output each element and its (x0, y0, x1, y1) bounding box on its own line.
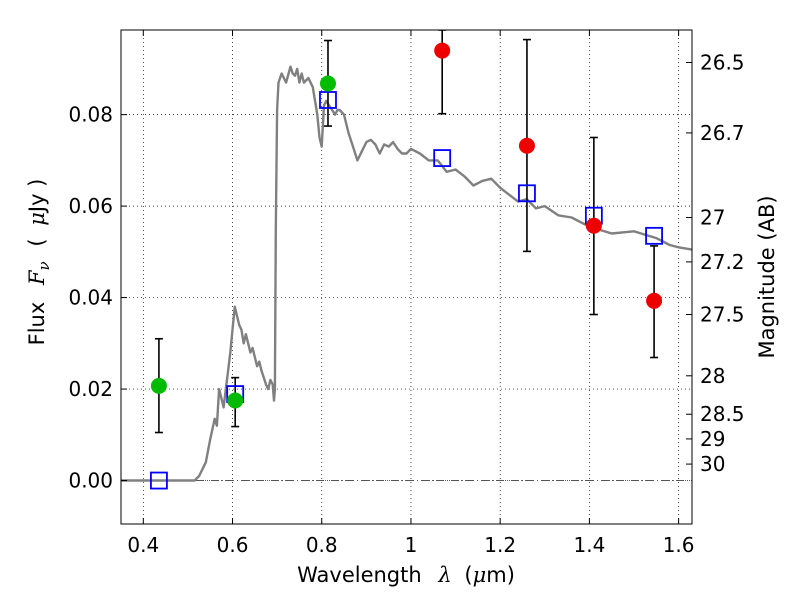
y-label-unit-mu: μ (25, 212, 49, 226)
observed-point (518, 137, 535, 154)
y-tick-label: 0.04 (68, 286, 113, 310)
secondary-y-axis-label: Magnitude (AB) (755, 195, 779, 358)
plot-frame (120, 29, 693, 525)
y-label-symbol: F (25, 269, 49, 286)
y2-tick-label: 27.2 (700, 250, 745, 274)
y2-tick-label: 28.5 (700, 402, 745, 426)
model-photometry-square (319, 91, 337, 109)
model-photometry-square (645, 226, 663, 245)
tick-marks (121, 30, 692, 524)
y-label-subscript: ν (35, 261, 53, 270)
x-label-unit-open: ( (464, 563, 472, 587)
x-tick-label: 0.4 (127, 533, 159, 557)
y-axis-label: Flux Fν ( μJy ) (25, 179, 54, 346)
x-label-symbol: λ (437, 563, 451, 587)
grid (121, 30, 692, 524)
detection-point (319, 75, 336, 92)
x-tick-label: 1.4 (573, 533, 605, 557)
y-label-unit-rest: Jy ) (25, 179, 49, 215)
tick-labels: 0.4 0.6 0.8 1 1.2 1.4 1.6 0.00 0.02 0.04 0.06 0.08 2… (68, 50, 744, 557)
series-layer (121, 30, 692, 490)
y2-tick-label: 26.5 (700, 50, 745, 74)
detection-point (150, 377, 167, 394)
observed-point (646, 292, 663, 309)
model-photometry-square (518, 184, 536, 203)
x-tick-label: 1 (405, 533, 418, 557)
model-photometry-square (150, 471, 168, 490)
x-label-unit-mu: μ (473, 563, 487, 587)
x-label-unit-rest: m) (486, 563, 515, 587)
y-label-prefix: Flux (25, 302, 49, 346)
observed-point (585, 217, 602, 234)
x-tick-label: 1.2 (484, 533, 516, 557)
x-axis-label: Wavelength λ (μm) (297, 563, 515, 587)
x-tick-label: 0.6 (217, 533, 249, 557)
y-tick-label: 0.08 (68, 103, 113, 127)
y2-tick-label: 26.7 (700, 121, 745, 145)
x-tick-label: 0.8 (306, 533, 338, 557)
y2-tick-label: 27.5 (700, 303, 745, 327)
y-tick-label: 0.00 (68, 469, 113, 493)
x-label-prefix: Wavelength (297, 563, 422, 587)
y2-tick-label: 29 (700, 427, 725, 451)
y2-tick-label: 28 (700, 364, 725, 388)
y-label-unit-open: ( (25, 238, 49, 246)
y-tick-label: 0.02 (68, 377, 113, 401)
y2-tick-label: 27 (700, 206, 725, 230)
y2-tick-label: 30 (700, 452, 725, 476)
y-tick-label: 0.06 (68, 194, 113, 218)
sed-model-line (121, 65, 692, 482)
observed-point (434, 42, 451, 59)
x-tick-label: 1.6 (663, 533, 695, 557)
model-photometry-square (433, 149, 452, 167)
detection-point (227, 392, 244, 409)
